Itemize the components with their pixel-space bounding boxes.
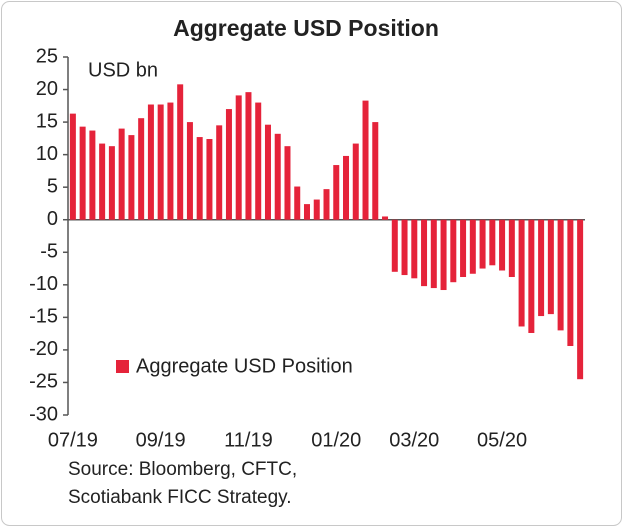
bar bbox=[89, 130, 96, 220]
bar bbox=[489, 219, 496, 266]
source-line: Source: Bloomberg, CFTC, bbox=[68, 459, 297, 480]
bar bbox=[245, 92, 252, 220]
bar bbox=[411, 219, 418, 279]
bar bbox=[147, 104, 154, 220]
bar bbox=[450, 219, 457, 283]
x-tick-label: 07/19 bbox=[48, 429, 98, 451]
bar bbox=[372, 122, 379, 220]
bar bbox=[333, 165, 340, 220]
bar bbox=[508, 219, 515, 278]
x-tick-label: 01/20 bbox=[311, 429, 361, 451]
bar bbox=[313, 199, 320, 220]
bar bbox=[264, 124, 271, 220]
bar bbox=[235, 95, 242, 220]
bar bbox=[157, 104, 164, 220]
bar bbox=[216, 125, 223, 220]
bar bbox=[225, 109, 232, 220]
legend-label: Aggregate USD Position bbox=[136, 355, 353, 377]
y-tick-label: -10 bbox=[29, 273, 58, 295]
bar bbox=[99, 143, 106, 220]
bar bbox=[479, 219, 486, 269]
bar bbox=[538, 219, 545, 317]
bar bbox=[499, 219, 506, 271]
bar bbox=[421, 219, 428, 287]
bar bbox=[469, 219, 476, 274]
y-tick-label: -15 bbox=[29, 306, 58, 328]
x-tick-label: 05/20 bbox=[477, 429, 527, 451]
x-tick-label: 03/20 bbox=[389, 429, 439, 451]
y-tick-label: 15 bbox=[36, 110, 58, 132]
bar bbox=[518, 219, 525, 327]
bar bbox=[196, 137, 203, 220]
source-line: Scotiabank FICC Strategy. bbox=[68, 487, 292, 508]
y-tick-label: 0 bbox=[47, 208, 58, 230]
y-tick-label: 25 bbox=[36, 45, 58, 67]
bar bbox=[69, 113, 76, 220]
bar bbox=[430, 219, 437, 289]
chart-title: Aggregate USD Position bbox=[173, 15, 439, 41]
bar bbox=[274, 133, 281, 220]
bar bbox=[343, 155, 350, 220]
bar bbox=[557, 219, 564, 331]
bar bbox=[460, 219, 467, 278]
bar bbox=[186, 122, 193, 220]
unit-label: USD bn bbox=[88, 59, 158, 81]
bar bbox=[177, 84, 184, 220]
bar bbox=[255, 102, 262, 220]
bar bbox=[206, 139, 213, 220]
y-tick-label: -25 bbox=[29, 371, 58, 393]
bar bbox=[167, 102, 174, 220]
bar bbox=[391, 219, 398, 272]
y-tick-label: -30 bbox=[29, 403, 58, 425]
bar bbox=[294, 186, 301, 220]
bar bbox=[128, 135, 135, 220]
x-tick-label: 09/19 bbox=[136, 429, 186, 451]
bar bbox=[284, 146, 291, 220]
y-tick-label: 5 bbox=[47, 175, 58, 197]
legend-swatch bbox=[116, 360, 129, 373]
bar bbox=[352, 143, 359, 220]
bar bbox=[401, 219, 408, 276]
bar bbox=[577, 219, 584, 380]
y-tick-label: 10 bbox=[36, 143, 58, 165]
bar bbox=[528, 219, 535, 333]
bar bbox=[362, 100, 369, 220]
y-tick-label: 20 bbox=[36, 78, 58, 100]
bar bbox=[567, 219, 574, 347]
bar bbox=[440, 219, 447, 291]
bar bbox=[323, 189, 330, 220]
bar bbox=[79, 126, 86, 220]
bar bbox=[118, 128, 125, 220]
bar bbox=[547, 219, 554, 315]
y-tick-label: -20 bbox=[29, 338, 58, 360]
bar bbox=[303, 204, 310, 220]
bar bbox=[108, 146, 115, 220]
y-tick-label: -5 bbox=[40, 241, 58, 263]
bar bbox=[138, 118, 145, 220]
bar bbox=[382, 216, 389, 220]
x-tick-label: 11/19 bbox=[224, 429, 273, 451]
